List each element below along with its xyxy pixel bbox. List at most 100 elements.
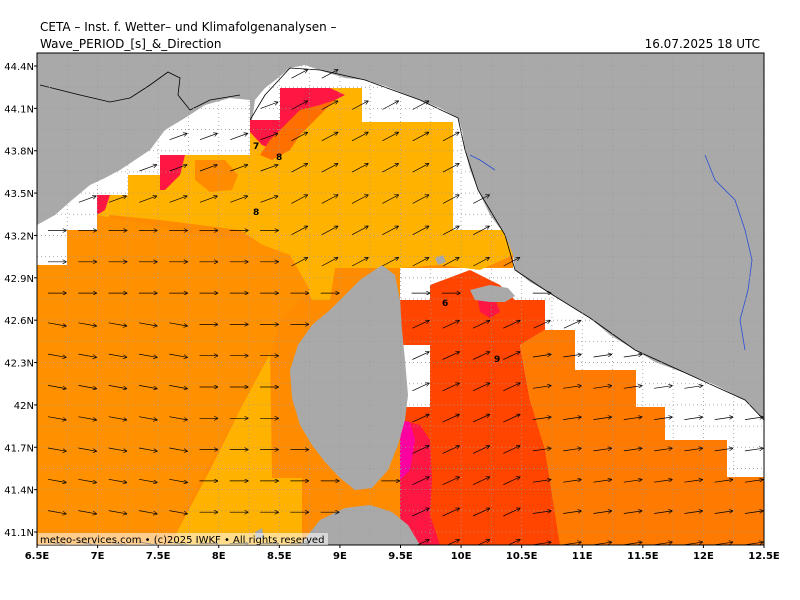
wave-direction-arrow bbox=[473, 226, 489, 236]
rivers bbox=[469, 154, 753, 351]
wave-direction-arrow bbox=[321, 258, 338, 267]
wave-direction-arrow bbox=[138, 322, 157, 326]
wave-direction-arrow bbox=[563, 542, 581, 545]
contour-label-7: 7 bbox=[253, 142, 259, 152]
wave-direction-arrow bbox=[169, 353, 187, 357]
wave-direction-arrow bbox=[442, 352, 459, 360]
wave-direction-arrow bbox=[138, 416, 157, 420]
wave-direction-arrow bbox=[503, 446, 519, 454]
wave-direction-arrow bbox=[623, 511, 642, 514]
latitude-labels: 44.4N 44.1N 43.8N 43.5N 43.2N 42.9N 42.6N 42.3N… bbox=[4, 62, 37, 539]
land-france bbox=[37, 53, 250, 225]
longitude-tick-label: 7E bbox=[91, 551, 105, 562]
wave-direction-arrow bbox=[503, 352, 519, 360]
wave-direction-arrow bbox=[442, 477, 459, 486]
wave-direction-arrow bbox=[412, 258, 429, 267]
wave-direction-arrow bbox=[139, 196, 156, 203]
wave-direction-arrow bbox=[714, 480, 733, 483]
wave-direction-arrow bbox=[260, 134, 278, 141]
wave-direction-arrow bbox=[382, 195, 398, 204]
border-france-italy bbox=[39, 71, 241, 111]
contour-label-9: 9 bbox=[494, 355, 500, 365]
wave-direction-arrow bbox=[412, 132, 429, 142]
latitude-tick-label: 42.3N bbox=[4, 359, 34, 370]
wave-direction-arrow bbox=[78, 416, 96, 420]
wave-direction-arrow bbox=[442, 321, 459, 329]
wave-direction-arrow bbox=[48, 385, 66, 388]
latitude-tick-label: 42.9N bbox=[4, 274, 34, 285]
wave-direction-arrow bbox=[230, 134, 247, 141]
wave-direction-arrow bbox=[291, 164, 308, 173]
wave-direction-arrow bbox=[291, 226, 308, 236]
wave-direction-arrow bbox=[416, 540, 428, 545]
wave-direction-arrow bbox=[412, 195, 429, 204]
wave-direction-arrow bbox=[593, 511, 612, 514]
wave-direction-arrow bbox=[48, 353, 66, 357]
longitude-tick-label: 8.5E bbox=[267, 551, 292, 562]
wave-direction-arrow bbox=[473, 195, 489, 204]
wave-direction-arrow bbox=[623, 480, 642, 483]
wave-direction-arrow bbox=[321, 132, 338, 142]
wave-direction-arrow bbox=[291, 195, 308, 204]
wave-direction-arrow bbox=[412, 226, 429, 236]
river-tiber bbox=[704, 154, 753, 351]
wave-direction-arrow bbox=[108, 478, 127, 482]
wave-direction-arrow bbox=[412, 321, 428, 329]
wave-direction-arrow bbox=[169, 447, 187, 451]
wave-direction-arrow bbox=[472, 352, 489, 360]
wave-direction-arrow bbox=[503, 415, 519, 423]
land-elba bbox=[470, 285, 515, 302]
wave-direction-arrow bbox=[48, 416, 66, 420]
wave-direction-arrow bbox=[199, 196, 217, 203]
wave-direction-arrow bbox=[382, 101, 398, 110]
latitude-tick-label: 41.4N bbox=[4, 486, 34, 497]
wave-direction-arrow bbox=[108, 385, 127, 388]
wave-direction-arrow bbox=[412, 352, 428, 360]
wave-direction-arrow bbox=[503, 477, 519, 486]
wave-direction-arrow bbox=[623, 542, 642, 545]
wave-direction-arrow bbox=[169, 196, 187, 203]
map-subtitle: Wave_PERIOD_[s]_&_Direction bbox=[40, 37, 222, 51]
wave-direction-arrow bbox=[623, 417, 642, 420]
wave-direction-arrow bbox=[503, 383, 519, 392]
map-timestamp: 16.07.2025 18 UTC bbox=[644, 37, 760, 51]
wave-direction-arrow bbox=[108, 353, 127, 357]
wave-direction-arrow bbox=[472, 383, 489, 392]
longitude-tick-label: 6.5E bbox=[25, 551, 50, 562]
credit-backdrop bbox=[38, 533, 328, 545]
wave-direction-arrow bbox=[503, 321, 519, 329]
contour-label-6: 6 bbox=[442, 299, 448, 309]
wave-direction-arrow bbox=[139, 165, 156, 172]
wave-direction-arrow bbox=[684, 542, 702, 545]
latitude-tick-label: 44.1N bbox=[4, 104, 34, 115]
contour-label-8-north: 8 bbox=[276, 153, 282, 163]
wave-direction-arrow bbox=[138, 353, 157, 357]
land-sardinia bbox=[300, 505, 420, 545]
wave-direction-arrow bbox=[684, 480, 702, 483]
latitude-tick-label: 42N bbox=[14, 401, 34, 412]
wave-direction-arrow bbox=[412, 164, 429, 173]
wave-direction-arrow bbox=[714, 511, 733, 514]
wave-direction-arrow bbox=[78, 353, 96, 357]
land-capraia bbox=[435, 255, 446, 265]
period-field-hotspot-west bbox=[160, 155, 185, 190]
wave-direction-arrow bbox=[684, 417, 702, 420]
wave-direction-arrows bbox=[48, 70, 763, 545]
wave-direction-arrow bbox=[351, 164, 368, 173]
wave-direction-arrow bbox=[108, 322, 127, 326]
wave-direction-arrow bbox=[442, 446, 459, 454]
longitude-tick-label: 11E bbox=[572, 551, 593, 562]
longitude-tick-label: 8E bbox=[212, 551, 226, 562]
latitude-tick-label: 41.7N bbox=[4, 443, 34, 454]
wave-direction-arrow bbox=[532, 480, 551, 483]
wave-direction-arrow bbox=[48, 447, 66, 451]
wave-direction-arrow bbox=[321, 226, 338, 236]
wave-direction-arrow bbox=[169, 322, 187, 326]
wave-direction-arrow bbox=[446, 540, 459, 545]
wave-direction-arrow bbox=[744, 417, 763, 420]
contour-labels: 7 8 8 6 9 bbox=[253, 142, 500, 365]
wave-direction-arrow bbox=[321, 164, 338, 173]
wave-direction-arrow bbox=[563, 480, 581, 483]
period-field-magenta-edge bbox=[400, 420, 415, 480]
